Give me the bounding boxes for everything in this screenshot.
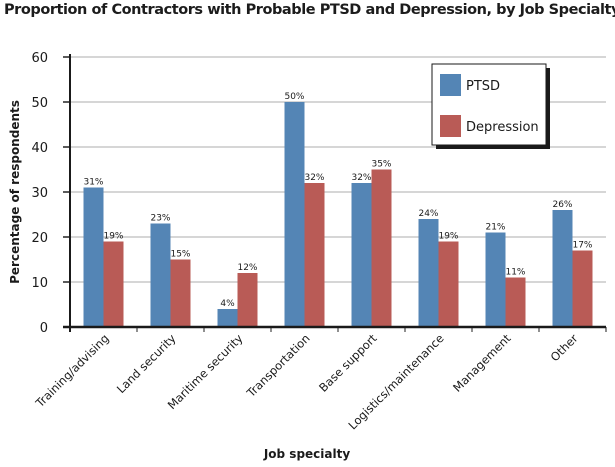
bar-ptsd-2	[217, 309, 238, 327]
data-label-ptsd: 32%	[351, 173, 371, 183]
legend-swatch-ptsd	[440, 74, 461, 96]
y-tick-label: 40	[31, 141, 48, 156]
legend: PTSD Depression	[431, 63, 550, 149]
bar-depression-5	[438, 241, 459, 327]
data-label-ptsd: 23%	[150, 214, 170, 224]
bar-ptsd-0	[83, 187, 104, 327]
data-label-depression: 11%	[505, 268, 525, 278]
data-label-depression: 15%	[170, 250, 190, 260]
bar-ptsd-6	[485, 232, 506, 327]
data-label-ptsd: 21%	[485, 223, 505, 233]
y-tick-label: 20	[31, 231, 48, 246]
data-label-depression: 19%	[438, 232, 458, 242]
x-tick-label: Transportation	[243, 331, 312, 400]
data-label-depression: 35%	[371, 160, 391, 170]
x-tick-label: Training/advising	[32, 331, 111, 410]
x-tick-label: Base support	[316, 331, 380, 395]
y-tick-label: 50	[31, 96, 48, 111]
bar-depression-6	[505, 277, 526, 327]
bar-depression-0	[103, 241, 124, 327]
legend-swatch-depression	[440, 115, 461, 137]
y-tick-label: 30	[31, 186, 48, 201]
bar-depression-3	[304, 183, 325, 327]
data-label-ptsd: 26%	[552, 200, 572, 210]
y-tick-labels: 0 10 20 30 40 50 60	[31, 51, 48, 336]
bar-depression-1	[170, 259, 191, 327]
y-tick-label: 60	[31, 51, 48, 66]
chart-title: Proportion of Contractors with Probable …	[4, 2, 615, 18]
x-axis-title: Job specialty	[263, 447, 351, 461]
bar-ptsd-5	[418, 219, 439, 327]
bar-ptsd-4	[351, 183, 372, 327]
x-tick-label: Other	[548, 331, 581, 364]
data-label-depression: 17%	[572, 241, 592, 251]
x-tick-label: Land security	[114, 331, 179, 396]
bar-depression-2	[237, 273, 258, 327]
x-tick-label: Maritime security	[165, 331, 246, 412]
legend-label-depression: Depression	[466, 120, 539, 135]
bar-ptsd-7	[552, 210, 573, 327]
y-tick-label: 10	[31, 276, 48, 291]
y-axis-title: Percentage of respondents	[8, 100, 22, 284]
data-label-depression: 32%	[304, 173, 324, 183]
bar-depression-4	[371, 169, 392, 327]
bars	[83, 102, 593, 327]
data-label-depression: 19%	[103, 232, 123, 242]
legend-label-ptsd: PTSD	[466, 79, 500, 94]
data-label-ptsd: 31%	[83, 178, 103, 188]
data-labels: 31%19%23%15%4%12%50%32% 32%35%24%19%21%11…	[83, 92, 592, 309]
axes	[63, 54, 607, 332]
x-tick-label: Management	[450, 331, 514, 395]
data-label-depression: 12%	[237, 263, 257, 273]
bar-ptsd-3	[284, 102, 305, 327]
y-tick-label: 0	[40, 321, 48, 336]
data-label-ptsd: 4%	[220, 299, 235, 309]
data-label-ptsd: 24%	[418, 209, 438, 219]
data-label-ptsd: 50%	[284, 92, 304, 102]
bar-depression-7	[572, 250, 593, 327]
bar-ptsd-1	[150, 223, 171, 327]
